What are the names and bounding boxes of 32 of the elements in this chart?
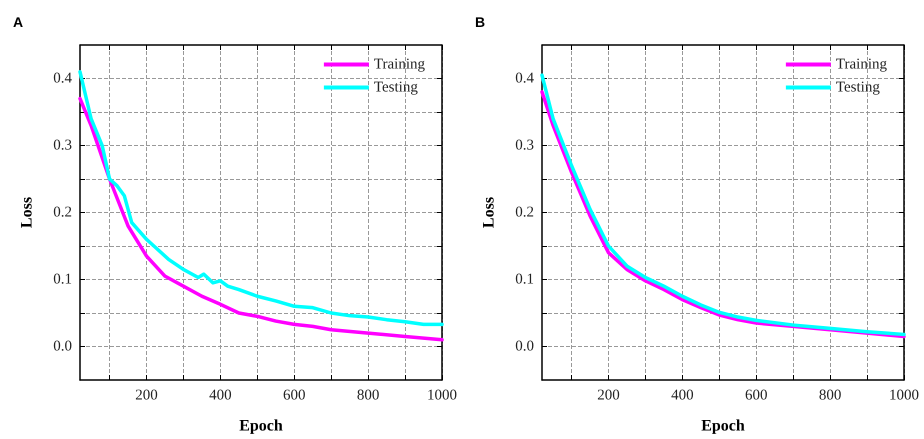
y-tick-label: 0.2	[515, 204, 534, 220]
x-tick-label: 1000	[427, 388, 457, 404]
legend-label: Testing	[374, 80, 418, 96]
y-tick-label: 0.3	[53, 138, 72, 154]
x-axis-title: Epoch	[701, 418, 745, 434]
x-axis-title: Epoch	[239, 418, 283, 434]
x-tick-label: 200	[135, 388, 158, 404]
x-tick-label: 400	[209, 388, 232, 404]
line-series	[78, 70, 444, 326]
legend-label: Testing	[836, 80, 880, 96]
legend-label: Training	[836, 56, 888, 72]
y-axis-title: Loss	[480, 196, 498, 228]
x-tick-label: 600	[282, 388, 306, 404]
y-axis-title: Loss	[18, 196, 36, 228]
y-tick-label: 0.1	[515, 272, 534, 288]
x-tick-label: 800	[356, 388, 380, 404]
chart-title: B	[475, 14, 486, 30]
y-tick-label: 0.4	[515, 70, 534, 86]
line-series	[78, 96, 444, 342]
y-tick-label: 0.0	[53, 338, 72, 354]
y-tick-label: 0.3	[515, 138, 534, 154]
legend-label: Training	[374, 56, 426, 72]
chart-title: A	[13, 14, 24, 30]
x-tick-label: 400	[671, 388, 694, 404]
x-tick-label: 800	[818, 388, 842, 404]
y-tick-label: 0.1	[53, 272, 72, 288]
y-tick-label: 0.0	[515, 338, 534, 354]
x-tick-label: 200	[597, 388, 620, 404]
x-tick-label: 600	[744, 388, 768, 404]
y-tick-label: 0.4	[53, 70, 72, 86]
x-tick-label: 1000	[889, 388, 919, 404]
y-tick-label: 0.2	[53, 204, 72, 220]
